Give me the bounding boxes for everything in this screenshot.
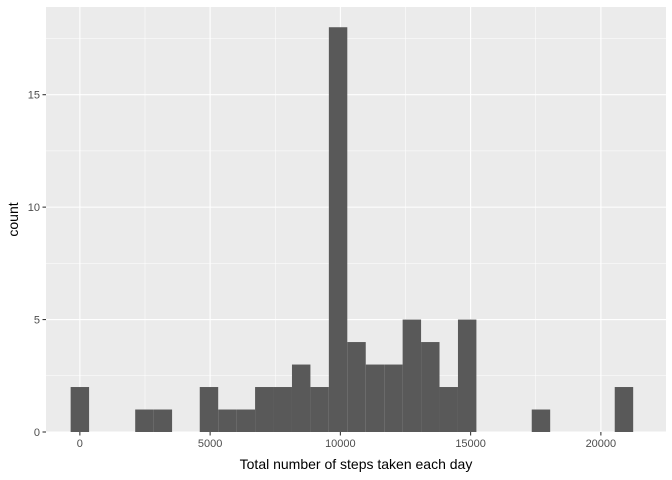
histogram-bar xyxy=(328,27,348,432)
histogram-bar xyxy=(310,387,329,432)
histogram-bar xyxy=(199,387,219,432)
x-tick-label: 5000 xyxy=(198,438,222,450)
x-tick-label: 15000 xyxy=(455,438,486,450)
y-tick-label: 0 xyxy=(34,427,40,439)
histogram-bar xyxy=(531,409,551,432)
histogram-bar xyxy=(421,342,440,432)
histogram-bar xyxy=(457,319,477,432)
histogram-bars xyxy=(70,27,634,432)
histogram-bar xyxy=(347,342,366,432)
x-tick-label: 20000 xyxy=(586,438,617,450)
y-tick-label: 10 xyxy=(28,202,40,214)
histogram-bar xyxy=(384,364,403,432)
y-tick-label: 5 xyxy=(34,315,40,327)
histogram-bar xyxy=(236,409,256,432)
histogram-bar xyxy=(365,364,385,432)
histogram-bar xyxy=(273,387,292,432)
x-axis: 0 5000 10000 15000 20000 xyxy=(77,432,616,450)
y-axis: 0 5 10 15 xyxy=(28,90,46,439)
histogram-bar xyxy=(255,387,274,432)
histogram-bar xyxy=(614,387,634,432)
minor-gridlines xyxy=(46,7,666,432)
histogram-bar xyxy=(218,409,237,432)
x-axis-title: Total number of steps taken each day xyxy=(240,456,473,472)
y-axis-title: count xyxy=(5,202,21,236)
histogram-bar xyxy=(291,364,311,432)
histogram-bar xyxy=(439,387,458,432)
histogram-bar xyxy=(402,319,422,432)
x-tick-label: 0 xyxy=(77,438,83,450)
histogram-bar xyxy=(135,409,154,432)
histogram-bar xyxy=(70,387,90,432)
x-tick-label: 10000 xyxy=(325,438,356,450)
histogram-bar xyxy=(153,409,173,432)
y-tick-label: 15 xyxy=(28,90,40,102)
